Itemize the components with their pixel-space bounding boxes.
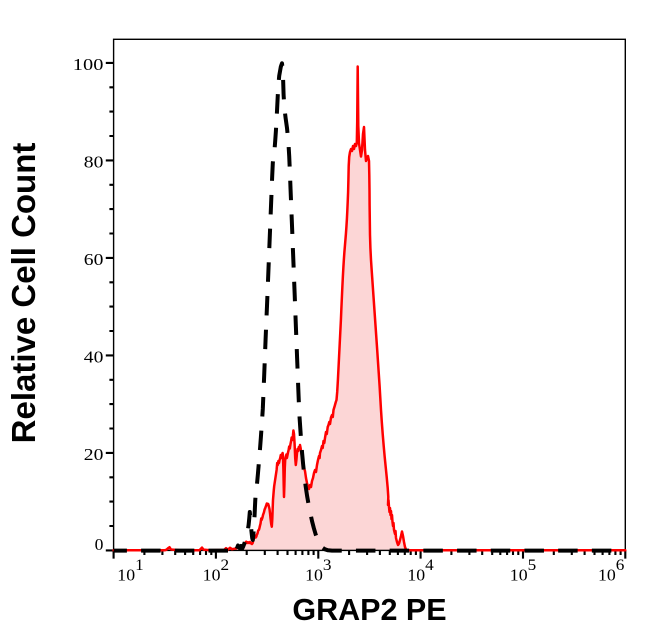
svg-text:80: 80 <box>84 153 104 172</box>
svg-text:40: 40 <box>84 348 104 367</box>
svg-text:GRAP2 PE: GRAP2 PE <box>292 593 446 627</box>
svg-text:5: 5 <box>528 557 537 574</box>
svg-text:10: 10 <box>598 566 616 585</box>
svg-text:60: 60 <box>84 250 104 269</box>
svg-text:0: 0 <box>95 535 104 554</box>
svg-text:6: 6 <box>616 557 625 574</box>
svg-text:10: 10 <box>407 566 425 585</box>
svg-text:100: 100 <box>73 55 104 74</box>
svg-text:4: 4 <box>425 557 434 574</box>
svg-text:3: 3 <box>323 557 332 574</box>
svg-text:1: 1 <box>135 557 144 574</box>
svg-text:10: 10 <box>510 566 528 585</box>
svg-text:10: 10 <box>305 566 323 585</box>
svg-text:2: 2 <box>221 557 230 574</box>
svg-text:10: 10 <box>203 566 221 585</box>
svg-text:20: 20 <box>84 445 104 464</box>
svg-text:Relative Cell Count: Relative Cell Count <box>5 143 42 444</box>
svg-text:10: 10 <box>117 566 135 585</box>
